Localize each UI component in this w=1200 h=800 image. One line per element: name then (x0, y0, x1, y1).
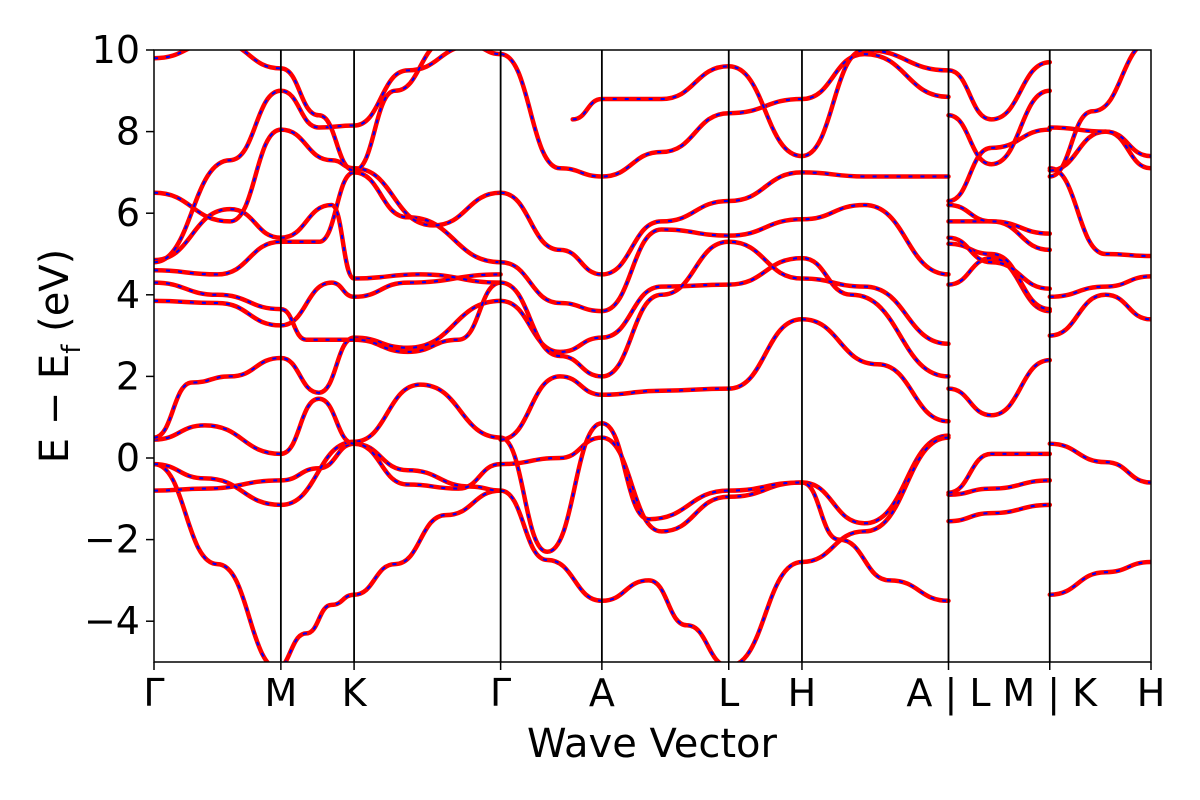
band-line-dashed-13 (500, 434, 949, 533)
x-tick-label-2: K (342, 671, 368, 715)
band-line-dashed-1 (284, 489, 501, 662)
band-line-dashed-8 (154, 171, 501, 276)
band-line-dashed-31 (948, 204, 1050, 235)
band-line-6 (154, 272, 503, 328)
x-tick-label-8: M | K (1002, 671, 1098, 716)
y-axis-label: E − Ef (eV) (32, 249, 87, 464)
band-line-36 (1047, 441, 1151, 485)
band-line-22 (570, 50, 951, 159)
band-line-dashed-32 (948, 128, 1050, 202)
y-tick-label-7: 10 (92, 28, 140, 72)
y-tick-label-3: 2 (116, 354, 140, 398)
x-tick-label-6: H (788, 671, 817, 715)
band-line-16 (498, 317, 951, 442)
band-line-4 (154, 396, 503, 491)
x-tick-label-1: M (264, 671, 297, 715)
band-line-dashed-17 (500, 257, 949, 378)
band-line-dashed-11 (154, 50, 501, 264)
y-tick-label-4: 4 (116, 273, 140, 317)
band-line-34 (946, 59, 1053, 122)
band-line-dashed-0 (154, 463, 269, 662)
x-tick-label-5: L (718, 671, 739, 715)
y-axis-ticks: −4 −2 0 2 4 6 8 10 (84, 28, 154, 643)
band-line-39 (1047, 166, 1151, 259)
band-line-dashed-29 (948, 236, 1050, 290)
band-line-42 (1047, 50, 1139, 179)
x-tick-label-9: H (1137, 671, 1166, 715)
y-tick-label-2: 0 (116, 436, 140, 480)
band-line-dashed-21 (500, 53, 949, 178)
band-line-dashed-6 (154, 273, 501, 327)
x-axis-ticks: Γ M K Γ A L H A | L M | K H (143, 662, 1165, 716)
band-line-41 (1047, 125, 1151, 159)
y-tick-label-1: −2 (84, 518, 140, 562)
band-line-19 (498, 202, 951, 314)
band-line-20 (498, 170, 951, 277)
band-line-dashed-4 (154, 397, 501, 490)
band-line-dashed-9 (154, 203, 501, 284)
band-line-dashed-3 (154, 383, 501, 506)
band-line-26 (946, 357, 1053, 418)
band-line-dashed-12 (154, 50, 432, 172)
band-line-32 (946, 127, 1053, 204)
band-line-dashed-39 (1049, 167, 1151, 257)
band-line-dashed-2 (154, 442, 501, 492)
band-line-dashed-10 (154, 128, 501, 227)
band-line-dashed-37 (1049, 293, 1151, 337)
x-axis-label: Wave Vector (527, 721, 778, 767)
band-line-2 (154, 441, 503, 493)
band-line-dashed-5 (154, 299, 501, 439)
band-line-dashed-16 (500, 318, 949, 441)
y-tick-label-0: −4 (84, 599, 140, 643)
band-line-dashed-23 (948, 503, 1050, 523)
band-line-dashed-35 (1049, 561, 1151, 596)
band-line-dashed-18 (500, 240, 949, 378)
band-line-dashed-14 (500, 436, 949, 662)
band-line-dashed-15 (500, 422, 949, 602)
x-tick-label-3: Γ (490, 671, 511, 715)
band-line-0 (154, 461, 271, 662)
high-symmetry-lines (279, 50, 1051, 662)
y-tick-label-5: 6 (116, 191, 140, 235)
x-tick-label-4: A (589, 671, 615, 715)
band-line-33 (946, 88, 1053, 167)
x-tick-label-7: A | L (906, 671, 990, 716)
band-line-dashed-25 (948, 452, 1050, 494)
band-line-1 (282, 488, 503, 662)
band-line-35 (1047, 559, 1151, 597)
band-line-5 (154, 298, 503, 440)
band-line-7 (154, 280, 503, 355)
plot-frame (153, 49, 1152, 663)
band-line-14 (498, 435, 951, 662)
band-line-dashed-30 (948, 220, 1050, 251)
x-tick-label-0: Γ (143, 671, 164, 715)
band-line-dashed-28 (948, 242, 1050, 311)
bands-layer (154, 50, 1151, 662)
band-line-21 (498, 51, 951, 179)
band-line-dashed-24 (948, 479, 1050, 496)
y-tick-label-6: 8 (116, 110, 140, 154)
band-line-11 (154, 50, 503, 265)
band-line-dashed-22 (572, 50, 949, 158)
band-line-dashed-19 (500, 203, 949, 313)
band-line-dashed-20 (500, 171, 949, 276)
band-line-38 (1047, 274, 1151, 300)
